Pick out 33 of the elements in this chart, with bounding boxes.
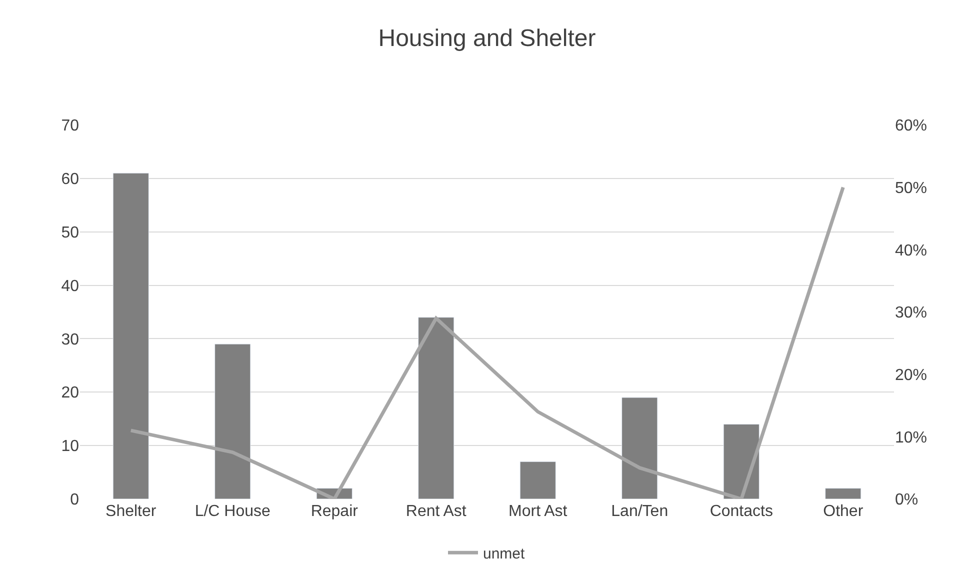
bar [112, 172, 149, 499]
x-tick-label: Mort Ast [508, 503, 568, 520]
x-tick-label: Lan/Ten [611, 503, 668, 520]
y2-tick-label: 20% [895, 366, 928, 384]
y-tick-label: 30 [61, 331, 80, 348]
x-tick-label: Contacts [710, 503, 773, 520]
y-tick-label: 70 [61, 118, 80, 135]
y2-tick-label: 0% [895, 492, 918, 509]
y2-tick-label: 30% [895, 304, 928, 322]
y2-tick-label: 40% [895, 242, 928, 260]
bar [825, 488, 862, 499]
x-tick-label: Other [823, 503, 864, 520]
x-tick-label: L/C House [194, 503, 271, 520]
y-tick-label: 50 [61, 224, 80, 242]
y2-tick-label: 50% [895, 180, 928, 197]
y-tick-label: 10 [61, 438, 80, 456]
bar [622, 397, 658, 499]
y-tick-label: 0 [70, 492, 80, 509]
bar [418, 317, 454, 499]
line-series [129, 186, 845, 499]
bar [723, 424, 760, 499]
x-tick-label: Shelter [106, 503, 157, 520]
x-tick-label: Rent Ast [406, 503, 467, 520]
bar [520, 461, 556, 499]
y-tick-label: 20 [61, 384, 80, 402]
y2-tick-label: 10% [895, 429, 928, 446]
y-tick-label: 60 [61, 171, 80, 188]
y2-tick-label: 60% [895, 118, 928, 135]
x-tick-label: Repair [310, 503, 359, 520]
bar [214, 344, 251, 499]
legend-label: unmet [483, 546, 526, 562]
y-tick-label: 40 [61, 278, 80, 295]
chart-title: Housing and Shelter [378, 24, 596, 52]
